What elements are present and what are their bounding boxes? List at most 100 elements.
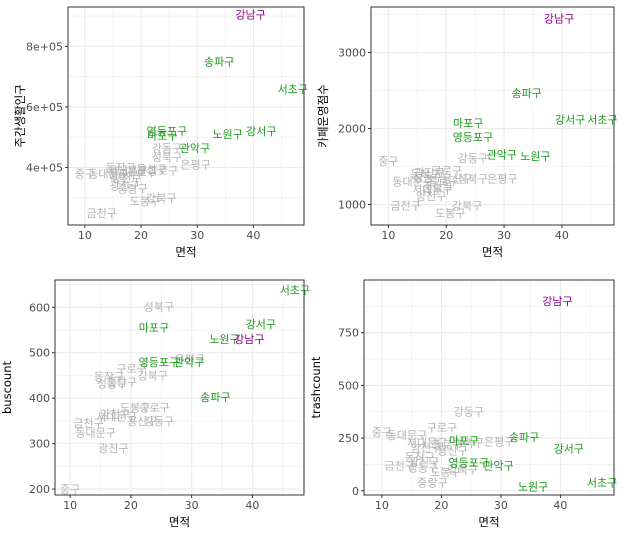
point-label: 도봉구 <box>435 207 465 220</box>
point-label: 도봉구 <box>430 466 460 479</box>
point-label: 관악구 <box>180 142 210 155</box>
point-label: 강동구 <box>454 406 484 419</box>
point-label: 용산구 <box>438 445 468 458</box>
point-label: 서대문구 <box>412 183 452 196</box>
point-label: 중구 <box>372 426 392 439</box>
x-tick-label: 20 <box>134 229 148 242</box>
panel-border <box>67 6 305 226</box>
point-label: 강서구 <box>246 125 276 138</box>
panel-border <box>363 279 615 496</box>
point-label: 양천구 <box>111 171 141 185</box>
panel-border <box>54 279 305 496</box>
x-tick-label: 10 <box>375 499 389 512</box>
y-tick-label: 500 <box>29 347 50 360</box>
point-label: 강서구 <box>554 443 584 456</box>
point-label: 은평구 <box>487 173 517 186</box>
x-tick-label: 30 <box>494 499 508 512</box>
point-label: 중랑구 <box>107 376 137 389</box>
point-label: 서대문구 <box>407 436 447 449</box>
point-label: 영등포구 <box>139 356 179 369</box>
point-label: 양천구 <box>416 189 446 203</box>
panel-background <box>68 7 304 225</box>
point-label: 동대문구 <box>392 176 432 189</box>
point-label: 성동구 <box>97 378 127 391</box>
y-tick-label: 500 <box>338 379 359 392</box>
x-axis-title: 면적 <box>175 245 196 259</box>
point-label: 노원구 <box>212 128 242 141</box>
point-label: 구로구 <box>432 164 462 177</box>
chart-panel-1: 10 20 30 40 4e+05 6e+05 8e+05 강동구은평구성북구동작구구로구양천… <box>13 6 308 259</box>
point-label: 강동구 <box>458 152 488 165</box>
point-label: 강서구 <box>246 318 276 331</box>
y-tick-label: 250 <box>338 432 359 445</box>
point-label: 금천구 <box>87 206 117 220</box>
x-tick-label: 40 <box>245 499 259 512</box>
point-label: 강북구 <box>452 199 482 212</box>
point-label: 송파구 <box>200 391 230 404</box>
point-label: 동작구 <box>106 161 136 174</box>
point-label: 도봉구 <box>120 401 150 414</box>
point-label: 은평구 <box>175 353 205 366</box>
x-tick-label: 30 <box>190 229 204 242</box>
point-label: 영등포구 <box>449 456 489 469</box>
point-label: 용산구 <box>442 173 472 186</box>
point-label: 노원구 <box>518 481 548 494</box>
point-label: 광진구 <box>98 442 128 455</box>
point-label: 마포구 <box>147 130 177 143</box>
point-label: 영등포구 <box>147 125 187 138</box>
point-label: 강북구 <box>146 192 176 205</box>
point-label: 송파구 <box>204 56 234 69</box>
point-label: 송파구 <box>511 87 541 100</box>
point-label: 서대문구 <box>107 165 147 178</box>
y-tick-label: 2000 <box>338 123 366 136</box>
point-label: 종로구 <box>428 175 458 188</box>
point-label: 동대문구 <box>387 429 427 442</box>
point-label: 금천구 <box>385 458 415 472</box>
point-label: 동작구 <box>405 451 435 464</box>
point-label: 강남구 <box>544 12 574 25</box>
y-tick-label: 300 <box>29 438 50 451</box>
x-tick-label: 40 <box>246 229 260 242</box>
point-label: 마포구 <box>139 321 169 334</box>
point-label: 중랑구 <box>117 183 147 196</box>
panel-background <box>55 280 304 495</box>
x-tick-label: 30 <box>497 229 511 242</box>
y-tick-label: 1000 <box>338 198 366 211</box>
point-label: 종로구 <box>139 401 169 414</box>
point-label: 광진구 <box>409 455 439 468</box>
point-label: 중구 <box>378 155 398 168</box>
point-label: 종로구 <box>432 438 462 451</box>
point-label: 노원구 <box>209 333 239 346</box>
point-label: 중랑구 <box>417 476 447 489</box>
point-label: 마포구 <box>449 435 479 448</box>
y-tick-label: 0 <box>352 485 359 498</box>
point-label: 서대문구 <box>96 410 136 423</box>
y-tick-label: 4e+05 <box>26 161 63 174</box>
x-tick-label: 20 <box>434 499 448 512</box>
y-tick-label: 6e+05 <box>26 101 63 114</box>
point-label: 서초구 <box>278 83 308 96</box>
point-label: 영등포구 <box>453 131 493 144</box>
point-label: 강동구 <box>144 415 174 428</box>
x-axis-title: 면적 <box>482 245 503 259</box>
point-label: 중랑구 <box>422 181 452 194</box>
point-label: 강북구 <box>138 369 168 382</box>
point-label: 양천구 <box>100 407 130 421</box>
point-label: 동대문구 <box>88 168 128 181</box>
point-label: 송파구 <box>509 431 539 444</box>
point-label: 용산구 <box>127 415 157 428</box>
point-label: 구로구 <box>427 422 457 435</box>
point-label: 성동구 <box>108 169 138 182</box>
point-label: 강남구 <box>542 295 572 308</box>
point-label: 관악구 <box>483 459 513 472</box>
point-label: 종로구 <box>148 165 178 178</box>
point-label: 강동구 <box>152 142 182 155</box>
point-label: 용산구 <box>137 163 167 176</box>
point-label: 성동구 <box>413 171 443 184</box>
point-label: 서초구 <box>280 284 310 297</box>
x-axis-title: 면적 <box>169 515 190 529</box>
point-label: 동작구 <box>94 370 124 383</box>
